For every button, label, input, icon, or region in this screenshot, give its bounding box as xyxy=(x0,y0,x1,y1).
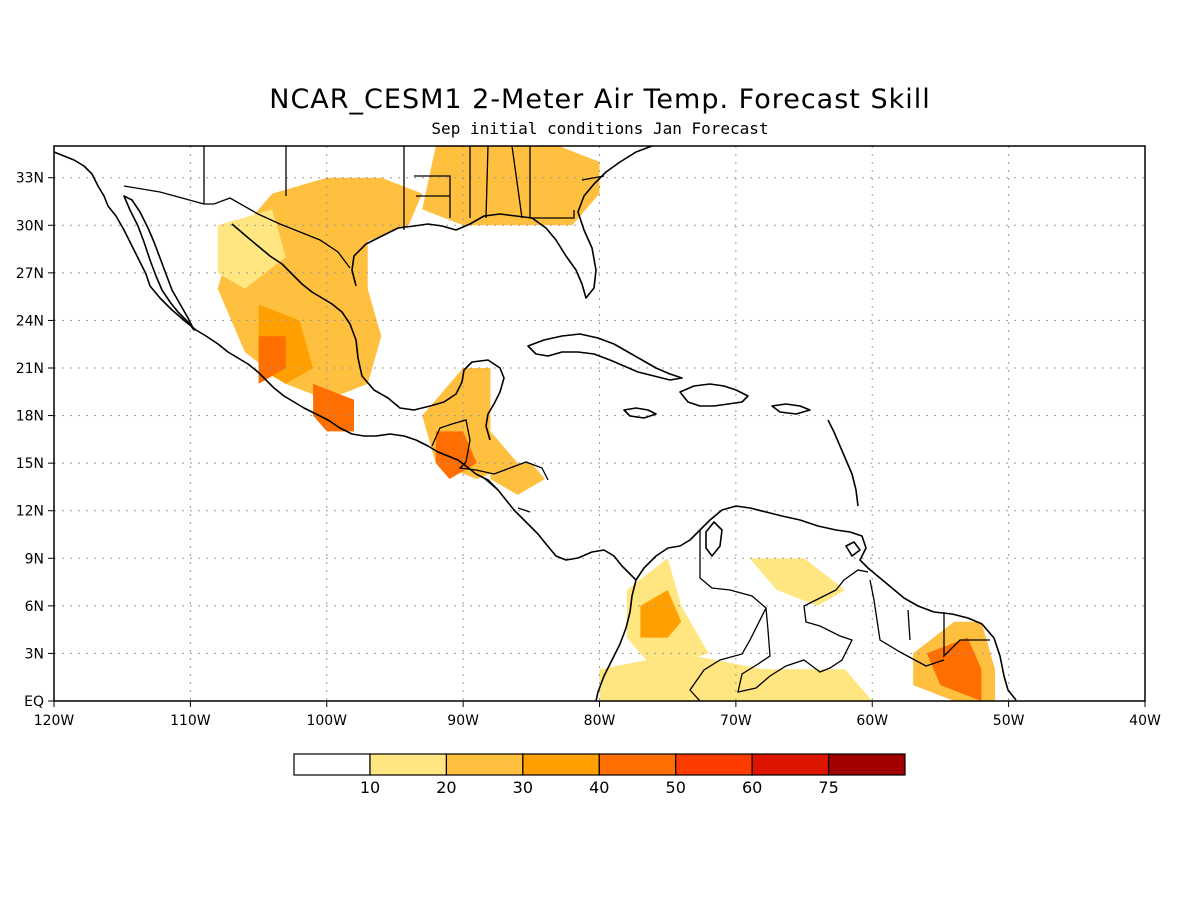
skill-region-11 xyxy=(599,653,873,701)
colorbar-label: 60 xyxy=(742,778,762,797)
colorbar-swatch-5 xyxy=(675,753,753,776)
us-gulf-coast xyxy=(351,146,653,299)
pacific-south-america xyxy=(595,579,637,701)
skill-region-4 xyxy=(258,336,286,384)
plot-frame xyxy=(53,145,1146,702)
x-tick-label: 60W xyxy=(856,713,888,729)
x-tick-label: 50W xyxy=(993,713,1025,729)
colorbar-swatch-2 xyxy=(445,753,524,776)
axis-tick-labels: 120W 110W 100W 90W 80W 70W 60W 50W 40W EQ 3N 6N 9N 12… xyxy=(16,171,1161,729)
colorbar-swatch-0 xyxy=(293,753,371,776)
y-tick-label: 12N xyxy=(16,504,44,520)
colorbar-label: 40 xyxy=(589,778,609,797)
us-mexico-border xyxy=(123,185,351,269)
colorbar-label: 20 xyxy=(436,778,456,797)
colorbar-label: 10 xyxy=(360,778,380,797)
central-america-borders xyxy=(431,419,549,513)
x-tick-label: 40W xyxy=(1129,713,1161,729)
coastline-layer xyxy=(54,146,1017,701)
y-tick-label: 21N xyxy=(16,361,44,377)
x-tick-label: 110W xyxy=(170,713,211,729)
y-tick-label: 15N xyxy=(16,456,44,472)
y-tick-label: 24N xyxy=(16,313,44,329)
x-tick-label: 100W xyxy=(306,713,347,729)
x-tick-label: 80W xyxy=(584,713,616,729)
skill-region-0 xyxy=(217,177,423,400)
skill-region-5 xyxy=(313,383,354,432)
colorbar-label: 50 xyxy=(666,778,686,797)
map-title: NCAR_CESM1 2-Meter Air Temp. Forecast Sk… xyxy=(269,84,931,115)
y-tick-label: 33N xyxy=(16,171,44,187)
cuba xyxy=(527,333,683,381)
south-america-borders xyxy=(689,530,990,701)
puerto-rico xyxy=(771,403,811,415)
y-tick-label: 9N xyxy=(25,551,44,567)
lesser-antilles xyxy=(827,419,859,507)
trinidad xyxy=(845,541,861,557)
y-tick-label: 6N xyxy=(25,599,44,615)
skill-region-2 xyxy=(217,209,286,289)
graticule-grid xyxy=(54,146,1145,701)
y-tick-label: EQ xyxy=(24,694,44,710)
y-tick-label: 27N xyxy=(16,266,44,282)
y-tick-label: 18N xyxy=(16,409,44,425)
north-america-coast xyxy=(54,151,637,581)
x-tick-label: 120W xyxy=(34,713,75,729)
jamaica xyxy=(623,407,657,419)
skill-shading-layer xyxy=(217,146,995,701)
y-tick-label: 30N xyxy=(16,218,44,234)
lake-maracaibo xyxy=(705,521,723,557)
colorbar-label: 75 xyxy=(818,778,838,797)
colorbar-swatch-7 xyxy=(827,753,906,776)
colorbar: 10 20 30 40 50 60 75 xyxy=(293,753,906,797)
y-tick-label: 3N xyxy=(25,646,44,662)
skill-region-8 xyxy=(490,463,545,495)
south-america-coast xyxy=(635,505,1017,701)
colorbar-swatch-4 xyxy=(598,753,677,776)
x-tick-label: 70W xyxy=(720,713,752,729)
colorbar-swatch-1 xyxy=(369,753,448,776)
colorbar-label: 30 xyxy=(513,778,533,797)
x-tick-label: 90W xyxy=(447,713,479,729)
colorbar-swatch-3 xyxy=(522,753,600,776)
skill-region-1 xyxy=(422,146,600,226)
skill-region-10 xyxy=(640,590,682,638)
baja-peninsula xyxy=(123,195,195,331)
us-state-lines xyxy=(203,146,605,230)
colorbar-swatch-6 xyxy=(751,753,830,776)
political-borders xyxy=(123,146,990,701)
skill-region-12 xyxy=(749,558,845,606)
hispaniola xyxy=(679,383,749,407)
map-subtitle: Sep initial conditions Jan Forecast xyxy=(431,119,769,138)
gulf-coast xyxy=(231,223,505,441)
